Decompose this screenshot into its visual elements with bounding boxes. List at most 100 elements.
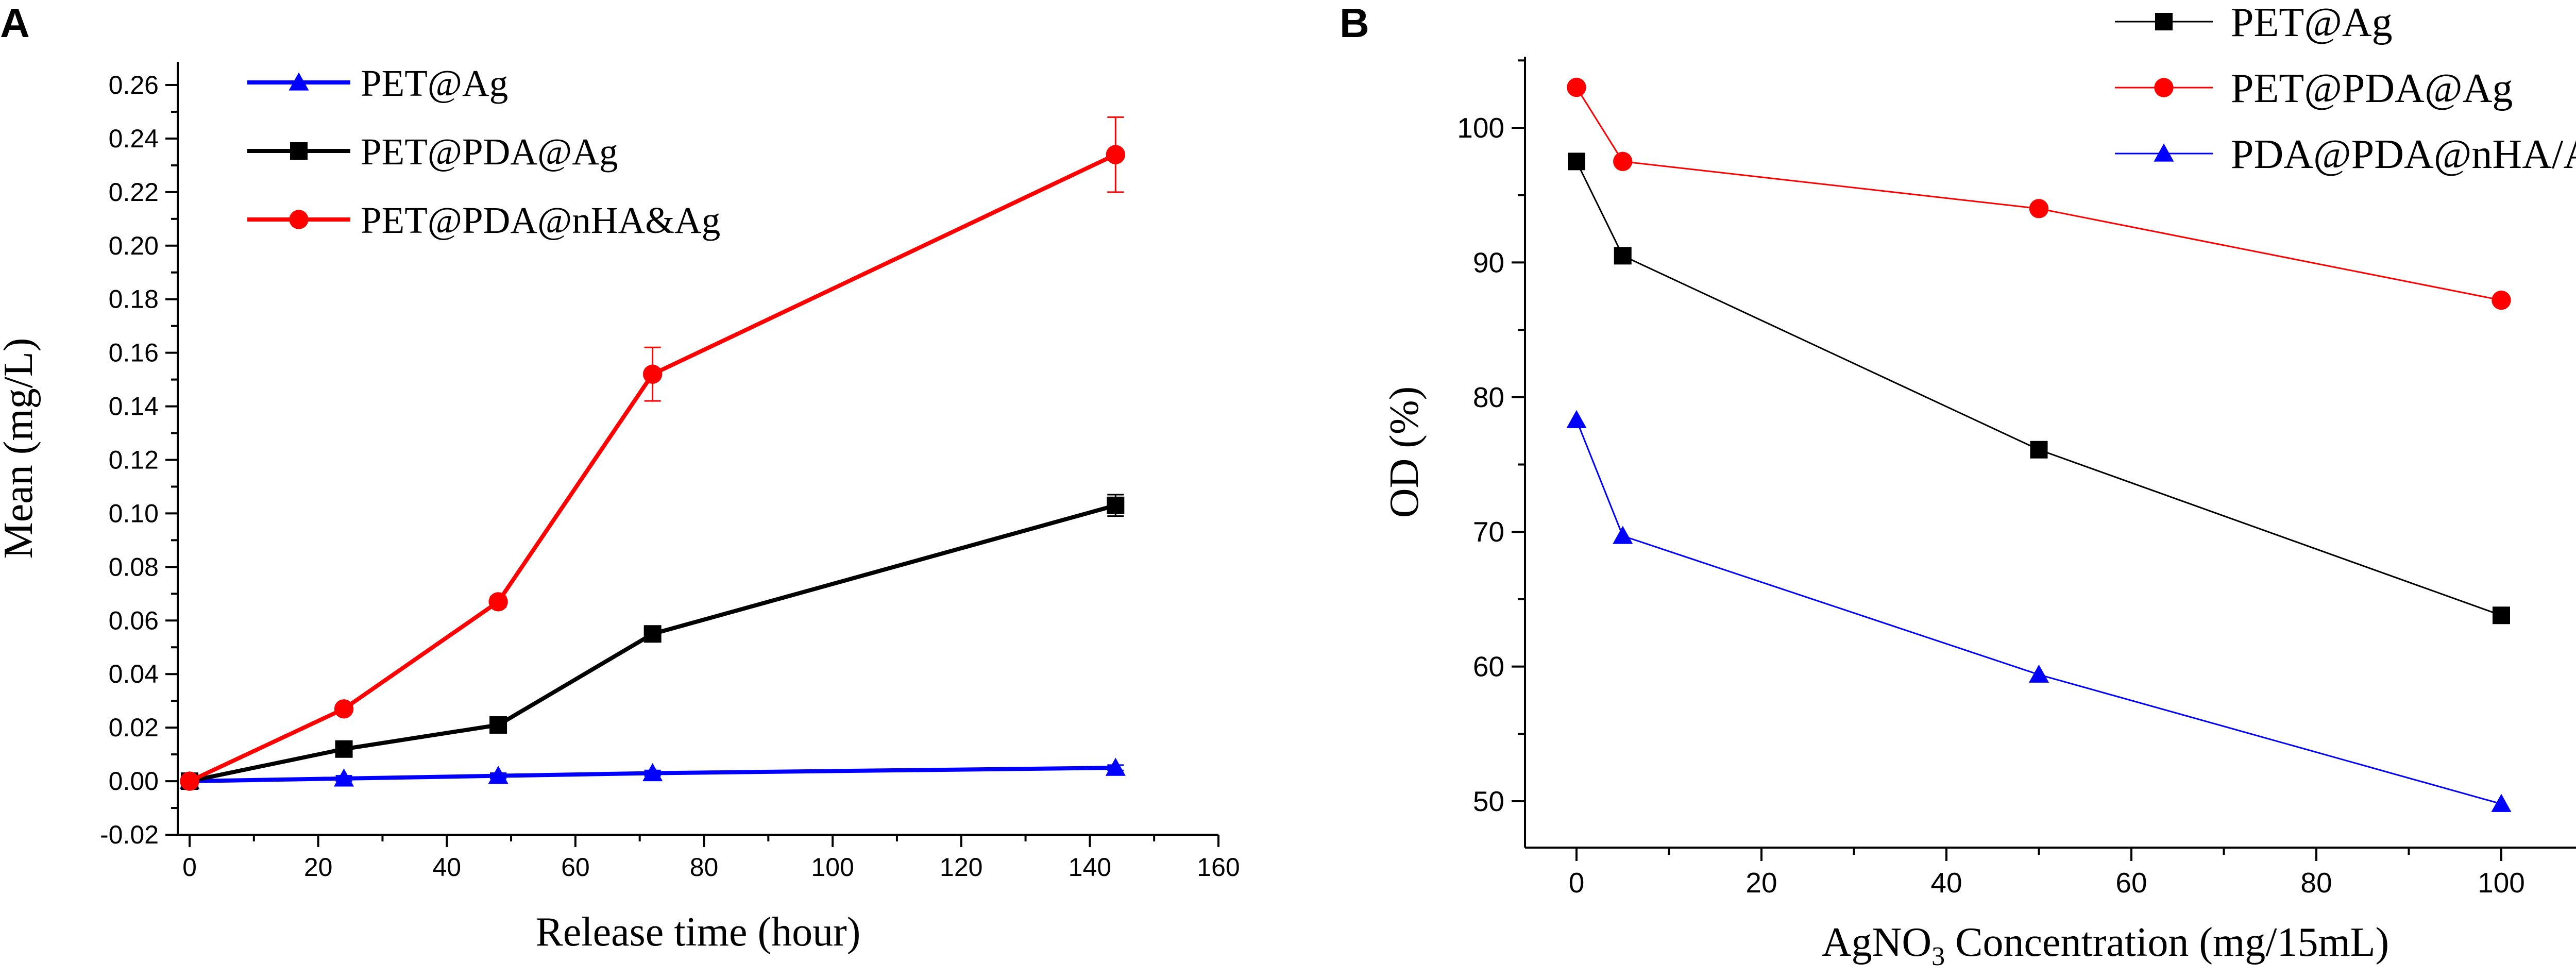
data-point bbox=[1613, 526, 1633, 544]
legend-entry: PET@Ag bbox=[2115, 0, 2393, 45]
panel-b-letter: B bbox=[1340, 0, 1369, 46]
x-tick-label: 20 bbox=[304, 853, 333, 882]
legend-marker bbox=[2155, 13, 2173, 30]
legend-label: PET@Ag bbox=[2231, 0, 2393, 45]
x-axis-title: Release time (hour) bbox=[536, 909, 861, 955]
data-point bbox=[1105, 757, 1126, 776]
legend-entry: PDA@PDA@nHA/Ag bbox=[2115, 132, 2576, 177]
x-tick-label: 20 bbox=[1745, 867, 1777, 899]
data-point bbox=[2493, 606, 2510, 624]
chart-b: 0 20 40 60 80 100 50 60 70 80 90 100 AgNO3 Concentra… bbox=[1382, 0, 2576, 971]
data-point bbox=[642, 763, 663, 782]
data-point bbox=[2030, 441, 2048, 459]
data-point bbox=[1566, 410, 1587, 428]
data-point bbox=[2028, 664, 2049, 683]
x-tick-label: 100 bbox=[2478, 867, 2525, 899]
y-tick-label: 50 bbox=[1473, 785, 1504, 817]
y-axis-title: Mean (mg/L) bbox=[0, 338, 41, 559]
x-axis-title: AgNO3 Concentration (mg/15mL) bbox=[1822, 920, 2389, 971]
legend-label: PDA@PDA@nHA/Ag bbox=[2231, 132, 2576, 177]
x-tick-label: 100 bbox=[811, 853, 854, 882]
x-tick-label: 0 bbox=[1569, 867, 1585, 899]
chart-a: 0 20 40 60 80 100 120 140 160 -0.02 0.00 0.02 0.04 0.… bbox=[0, 62, 1240, 955]
legend-label: PET@PDA@Ag bbox=[2231, 66, 2513, 111]
legend-marker bbox=[289, 210, 309, 229]
data-point bbox=[488, 592, 508, 612]
y-tick-label: 0.24 bbox=[109, 124, 159, 153]
series-PET@PDA@Ag bbox=[181, 494, 1125, 790]
x-tick-label: 80 bbox=[690, 853, 719, 882]
x-axis-title-main: AgNO bbox=[1822, 920, 1931, 965]
data-point bbox=[2491, 794, 2512, 812]
x-tick-label: 0 bbox=[182, 853, 197, 882]
x-axis-title-rest: Concentration (mg/15mL) bbox=[1945, 920, 2389, 965]
x-tick-label: 160 bbox=[1197, 853, 1240, 882]
legend-marker bbox=[290, 142, 308, 160]
series-PET@Ag bbox=[179, 757, 1126, 789]
y-tick-label: 0.16 bbox=[109, 339, 159, 367]
legend-entry: PET@PDA@Ag bbox=[2115, 66, 2513, 111]
data-point bbox=[1613, 151, 1633, 172]
y-tick-label: 0.10 bbox=[109, 499, 159, 528]
legend-marker bbox=[289, 72, 309, 91]
y-tick-label: 0.18 bbox=[109, 285, 159, 314]
y-tick-label: 100 bbox=[1457, 112, 1504, 144]
data-point bbox=[642, 364, 663, 384]
y-tick-label: 80 bbox=[1473, 381, 1504, 413]
y-tick-label: 0.04 bbox=[109, 660, 159, 688]
data-point bbox=[180, 771, 199, 791]
y-tick-label: 0.22 bbox=[109, 178, 159, 207]
data-point bbox=[335, 740, 353, 758]
data-point bbox=[334, 699, 354, 719]
data-point bbox=[1107, 496, 1125, 514]
data-point bbox=[1568, 153, 1585, 171]
x-tick-label: 80 bbox=[2300, 867, 2332, 899]
legend-label: PET@PDA@Ag bbox=[361, 131, 618, 173]
x-tick-label: 60 bbox=[2115, 867, 2147, 899]
x-tick-label: 40 bbox=[432, 853, 461, 882]
series-line bbox=[1575, 419, 2502, 805]
data-point bbox=[643, 625, 662, 643]
legend-label: PET@PDA@nHA&Ag bbox=[361, 199, 720, 241]
y-tick-label: 70 bbox=[1473, 516, 1504, 548]
x-tick-label: 140 bbox=[1069, 853, 1111, 882]
y-tick-label: 0.20 bbox=[109, 231, 159, 260]
y-axis-title: OD (%) bbox=[1382, 386, 1427, 518]
x-tick-label: 60 bbox=[561, 853, 590, 882]
series-PET@Ag bbox=[1568, 153, 2510, 624]
data-point bbox=[488, 766, 509, 784]
data-point bbox=[1106, 145, 1125, 164]
data-point bbox=[1614, 247, 1632, 265]
y-tick-label: 0.00 bbox=[109, 767, 159, 796]
legend-label: PET@Ag bbox=[361, 62, 508, 104]
x-tick-label: 120 bbox=[940, 853, 982, 882]
data-point bbox=[1567, 77, 1586, 97]
series-line bbox=[1575, 161, 2502, 616]
y-tick-label: 90 bbox=[1473, 246, 1504, 278]
data-point bbox=[2492, 290, 2511, 310]
y-tick-label: -0.02 bbox=[100, 820, 159, 849]
y-tick-label: 0.06 bbox=[109, 606, 159, 635]
legend-entry: PET@PDA@Ag bbox=[247, 131, 618, 173]
data-point bbox=[2029, 199, 2049, 218]
series-PET@PDA@Ag bbox=[1567, 77, 2511, 310]
legend-marker bbox=[2154, 143, 2174, 162]
series-line bbox=[189, 503, 1116, 783]
y-tick-label: 60 bbox=[1473, 651, 1504, 683]
y-tick-label: 0.14 bbox=[109, 392, 159, 421]
y-tick-label: 0.08 bbox=[109, 552, 159, 581]
x-axis-title-subscript: 3 bbox=[1931, 942, 1945, 971]
series-line bbox=[189, 153, 1117, 783]
data-point bbox=[334, 768, 354, 787]
series-line bbox=[1575, 87, 2502, 301]
data-point bbox=[489, 716, 507, 734]
legend-marker bbox=[2154, 78, 2174, 97]
panel-a-letter: A bbox=[0, 0, 30, 46]
y-tick-label: 0.26 bbox=[109, 71, 159, 99]
legend-entry: PET@Ag bbox=[247, 62, 508, 104]
x-tick-label: 40 bbox=[1930, 867, 1962, 899]
y-tick-label: 0.12 bbox=[109, 446, 159, 475]
series-PDA@PDA@nHA/Ag bbox=[1566, 410, 2512, 812]
y-tick-label: 0.02 bbox=[109, 713, 159, 742]
